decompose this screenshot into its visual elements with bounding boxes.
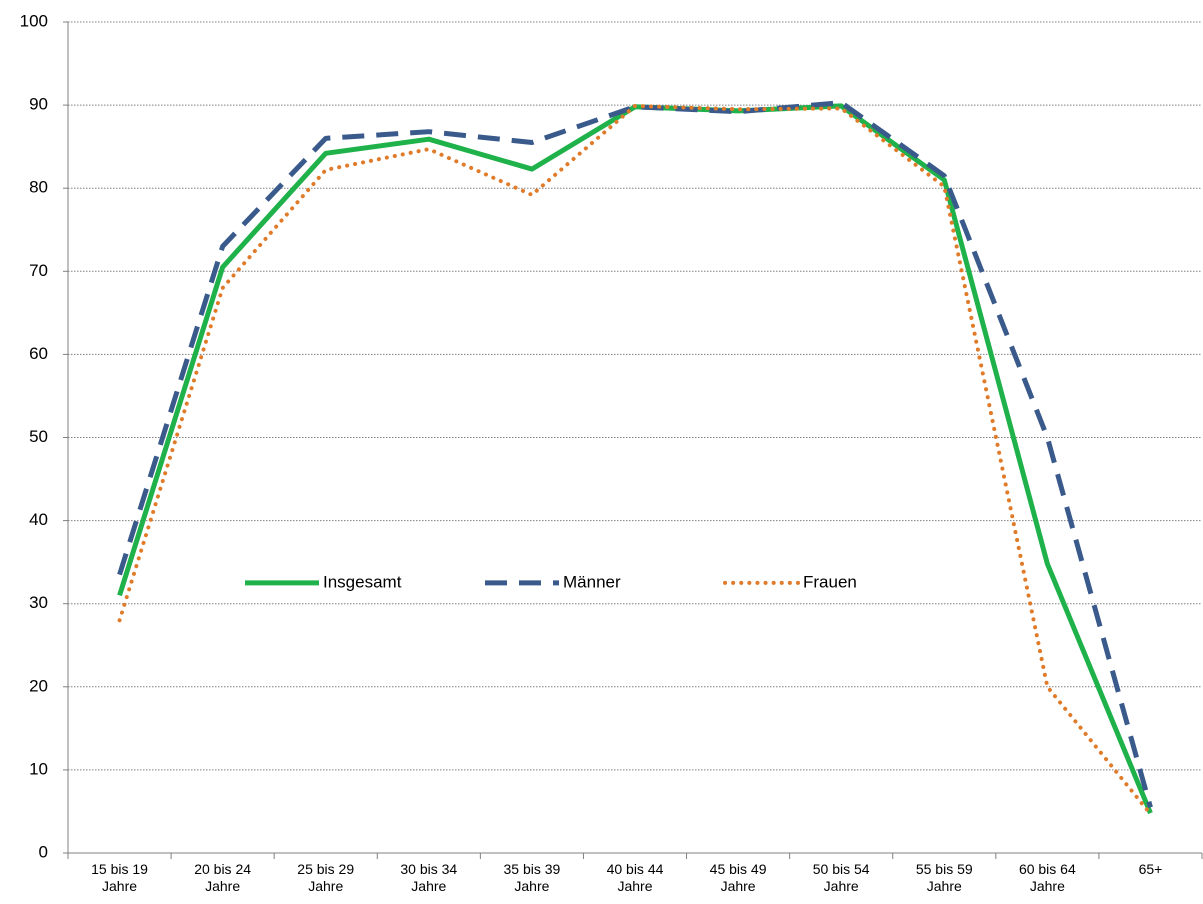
legend-label: Männer [563, 572, 621, 591]
x-tick-label: 30 bis 34 Jahre [400, 861, 458, 894]
x-tick-label: 55 bis 59 Jahre [915, 861, 973, 894]
y-tick-label: 90 [29, 95, 48, 114]
x-tick-label: 15 bis 19 Jahre [91, 861, 148, 894]
x-tick-label: 40 bis 44 Jahre [606, 861, 664, 894]
x-tick-label: 25 bis 29 Jahre [297, 861, 355, 894]
y-tick-label: 40 [29, 510, 48, 529]
x-tick-label: 65+ [1138, 861, 1163, 877]
series-line [117, 103, 1153, 815]
series-line [117, 100, 1153, 808]
x-tick-label: 45 bis 49 Jahre [709, 861, 767, 894]
y-tick-label: 0 [39, 842, 48, 861]
x-tick-label: 60 bis 64 Jahre [1018, 861, 1076, 894]
x-tick-label: 20 bis 24 Jahre [194, 861, 252, 894]
y-tick-label: 50 [29, 427, 48, 446]
y-tick-label: 70 [29, 261, 48, 280]
y-tick-label: 60 [29, 344, 48, 363]
y-tick-label: 100 [20, 11, 48, 30]
x-tick-label: 35 bis 39 Jahre [503, 861, 561, 894]
y-tick-label: 20 [29, 676, 48, 695]
legend-label: Insgesamt [323, 572, 402, 591]
y-tick-label: 30 [29, 593, 48, 612]
legend-label: Frauen [803, 572, 857, 591]
series-line [117, 103, 1153, 816]
y-tick-label: 80 [29, 178, 48, 197]
x-tick-label: 50 bis 54 Jahre [812, 861, 870, 894]
y-tick-label: 10 [29, 759, 48, 778]
